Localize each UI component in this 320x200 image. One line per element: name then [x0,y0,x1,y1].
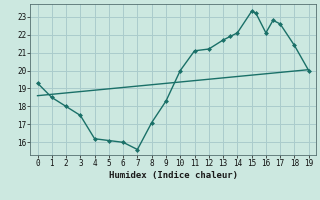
X-axis label: Humidex (Indice chaleur): Humidex (Indice chaleur) [108,171,238,180]
